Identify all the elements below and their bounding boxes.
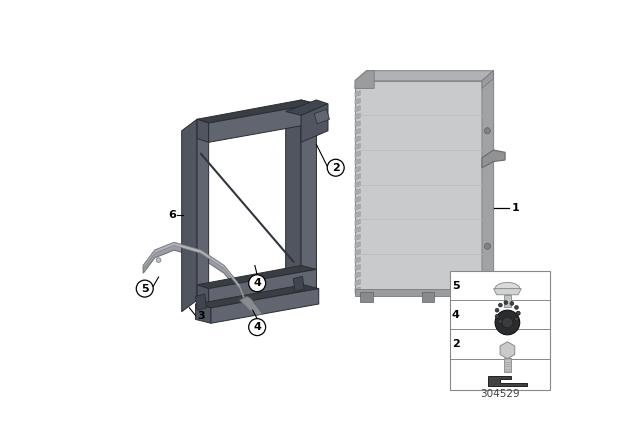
Polygon shape xyxy=(495,283,520,289)
Polygon shape xyxy=(197,119,209,142)
Polygon shape xyxy=(285,100,301,300)
Polygon shape xyxy=(355,204,360,210)
Text: 3: 3 xyxy=(197,310,205,321)
Polygon shape xyxy=(355,287,360,293)
Polygon shape xyxy=(355,71,493,81)
Polygon shape xyxy=(360,293,372,302)
Polygon shape xyxy=(209,269,316,308)
Text: 4: 4 xyxy=(452,310,460,320)
Polygon shape xyxy=(301,104,328,142)
Polygon shape xyxy=(293,276,304,292)
Polygon shape xyxy=(355,98,360,104)
Polygon shape xyxy=(355,81,482,293)
Circle shape xyxy=(499,319,502,323)
Circle shape xyxy=(484,128,490,134)
Circle shape xyxy=(510,302,514,306)
Polygon shape xyxy=(211,289,319,323)
Polygon shape xyxy=(355,289,482,296)
Text: 6: 6 xyxy=(168,211,177,220)
Polygon shape xyxy=(355,121,360,127)
Polygon shape xyxy=(355,151,360,157)
Polygon shape xyxy=(468,293,481,302)
Polygon shape xyxy=(355,242,360,248)
Polygon shape xyxy=(355,90,360,97)
Polygon shape xyxy=(285,100,328,116)
Polygon shape xyxy=(488,376,527,386)
Polygon shape xyxy=(239,296,262,315)
Circle shape xyxy=(504,301,508,305)
Polygon shape xyxy=(197,100,316,123)
Circle shape xyxy=(510,321,514,325)
Text: 2: 2 xyxy=(452,339,460,349)
Circle shape xyxy=(515,306,518,310)
Circle shape xyxy=(515,317,518,321)
Text: 5: 5 xyxy=(452,280,460,291)
Polygon shape xyxy=(482,71,493,293)
Polygon shape xyxy=(197,266,316,289)
Circle shape xyxy=(249,319,266,336)
Text: 4: 4 xyxy=(253,278,261,288)
Polygon shape xyxy=(196,285,319,308)
Polygon shape xyxy=(355,189,360,195)
Polygon shape xyxy=(355,136,360,142)
Polygon shape xyxy=(355,234,360,240)
Circle shape xyxy=(484,243,490,250)
Polygon shape xyxy=(355,143,360,150)
Polygon shape xyxy=(422,293,435,302)
Circle shape xyxy=(249,275,266,292)
Circle shape xyxy=(495,308,499,312)
Circle shape xyxy=(136,280,153,297)
Polygon shape xyxy=(355,83,360,89)
Circle shape xyxy=(499,303,502,307)
Polygon shape xyxy=(355,272,360,278)
Text: 4: 4 xyxy=(253,322,261,332)
Polygon shape xyxy=(355,71,374,88)
Polygon shape xyxy=(355,280,360,286)
Polygon shape xyxy=(355,106,360,112)
Polygon shape xyxy=(197,285,209,308)
Polygon shape xyxy=(355,196,360,202)
Polygon shape xyxy=(355,113,360,120)
Polygon shape xyxy=(482,150,505,168)
Polygon shape xyxy=(355,174,360,180)
Circle shape xyxy=(516,311,520,315)
Polygon shape xyxy=(355,166,360,172)
Polygon shape xyxy=(500,342,515,359)
Text: 2: 2 xyxy=(332,163,340,173)
Polygon shape xyxy=(355,257,360,263)
Polygon shape xyxy=(301,100,316,293)
Polygon shape xyxy=(493,289,521,295)
Polygon shape xyxy=(355,129,360,134)
Polygon shape xyxy=(355,211,360,218)
Polygon shape xyxy=(355,249,360,255)
Text: 304529: 304529 xyxy=(480,389,520,399)
Circle shape xyxy=(495,310,520,335)
Polygon shape xyxy=(314,109,330,124)
Polygon shape xyxy=(196,304,211,323)
Polygon shape xyxy=(143,242,247,312)
Polygon shape xyxy=(482,71,493,88)
Polygon shape xyxy=(355,264,360,271)
Text: 1: 1 xyxy=(511,203,519,213)
Polygon shape xyxy=(143,242,247,307)
Polygon shape xyxy=(504,358,511,372)
Polygon shape xyxy=(196,294,206,310)
Polygon shape xyxy=(355,227,360,233)
Polygon shape xyxy=(355,219,360,225)
Circle shape xyxy=(502,317,513,328)
Polygon shape xyxy=(504,295,511,307)
Circle shape xyxy=(516,311,520,315)
Polygon shape xyxy=(355,181,360,187)
Circle shape xyxy=(156,258,161,263)
Polygon shape xyxy=(355,159,360,165)
Polygon shape xyxy=(182,119,197,312)
Circle shape xyxy=(504,322,508,326)
Polygon shape xyxy=(209,104,316,142)
Circle shape xyxy=(495,314,499,318)
FancyBboxPatch shape xyxy=(450,271,550,390)
Circle shape xyxy=(327,159,344,176)
Text: 5: 5 xyxy=(141,284,148,293)
Polygon shape xyxy=(197,119,209,304)
